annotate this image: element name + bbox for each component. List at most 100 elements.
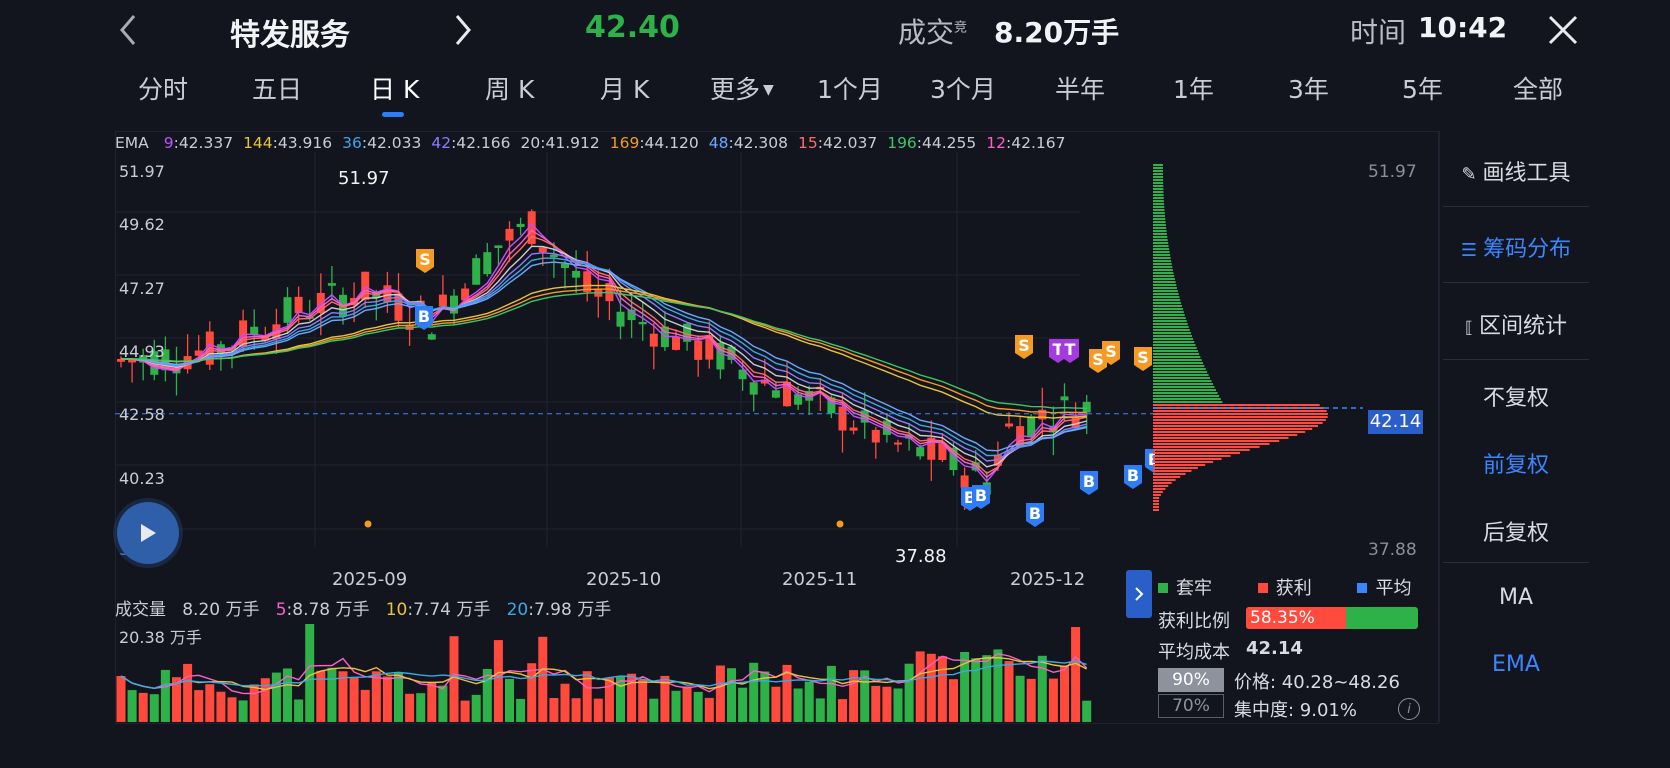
volume-sup: 竞 [954, 20, 968, 36]
tab-5year[interactable]: 5年 [1402, 75, 1443, 104]
candle-body [361, 271, 370, 300]
chip-bar [1153, 182, 1164, 184]
chip-bar [1153, 428, 1313, 430]
volume-bar [1026, 678, 1036, 722]
candle-body [783, 381, 791, 407]
next-stock-button[interactable] [445, 10, 481, 50]
chip-bar [1153, 446, 1260, 448]
tab-month-k[interactable]: 月 K [600, 75, 650, 104]
chip-bar [1153, 461, 1214, 463]
candle-body [1071, 416, 1080, 429]
chip-bar [1153, 338, 1194, 340]
volume-bar [194, 690, 204, 722]
candle-body [672, 336, 680, 350]
volume-chart[interactable] [115, 618, 1155, 722]
tab-1month[interactable]: 1个月 [817, 75, 883, 104]
svg-text:B: B [1148, 450, 1155, 469]
chip-bar [1153, 353, 1200, 355]
volume-bar [826, 665, 836, 722]
replay-button[interactable] [117, 502, 179, 564]
volume-bar [183, 663, 193, 722]
ema-item: 20:41.912 [520, 134, 600, 152]
chip-bar [1153, 413, 1328, 415]
chip-bar [1153, 191, 1164, 193]
volume-bar [227, 697, 237, 722]
expand-chip-button[interactable] [1126, 570, 1152, 618]
candle-body [472, 258, 481, 285]
candle-body [327, 283, 336, 286]
chip-bar [1153, 488, 1166, 490]
candle-body [538, 247, 547, 253]
kline-chart[interactable]: SBSSSSSTTBBBBBBB [115, 152, 1155, 564]
chip-bar [1153, 473, 1186, 475]
chip-distribution-button[interactable]: ☰ 筹码分布 [1460, 237, 1572, 262]
candle-body [694, 340, 703, 360]
chip-bar [1153, 401, 1223, 403]
volume-bar [294, 699, 304, 722]
ema-line [120, 223, 1087, 483]
no-adjust-button[interactable]: 不复权 [1482, 386, 1549, 411]
chip-bar [1153, 377, 1210, 379]
chip-bar [1153, 317, 1186, 319]
legend-avg: 平均 [1357, 578, 1411, 599]
ma-button[interactable]: MA [1498, 585, 1534, 610]
candle-body [871, 429, 880, 443]
chip-bar [1153, 416, 1328, 418]
pct90-button[interactable]: 90% [1158, 668, 1224, 692]
forward-adjust-button[interactable]: 前复权 [1482, 453, 1549, 478]
candle-body [1082, 401, 1091, 413]
chip-bar [1153, 224, 1166, 226]
chip-bar [1153, 233, 1167, 235]
pen-icon: ✎ [1461, 164, 1477, 185]
ema-item: 48:42.308 [708, 134, 788, 152]
candle-body [394, 293, 403, 321]
draw-tool-button[interactable]: ✎ 画线工具 [1461, 161, 1571, 186]
ema-item: 196:44.255 [887, 134, 977, 152]
chip-bar [1153, 503, 1159, 505]
svg-text:S: S [1018, 336, 1030, 355]
candle-body [838, 406, 847, 431]
chip-bar [1153, 293, 1179, 295]
tab-halfyear[interactable]: 半年 [1055, 75, 1106, 104]
chip-bar [1153, 449, 1250, 451]
vol-ma10: :7.74 万手 [407, 600, 491, 620]
back-button[interactable] [110, 10, 146, 50]
tab-1year[interactable]: 1年 [1173, 75, 1214, 104]
tab-3year[interactable]: 3年 [1288, 75, 1329, 104]
svg-text:T: T [1053, 340, 1064, 359]
chip-bar [1153, 398, 1221, 400]
legend-profit: 获利 [1257, 578, 1312, 599]
tab-all[interactable]: 全部 [1513, 75, 1564, 104]
chevron-right-icon [455, 15, 471, 45]
chip-bar [1153, 176, 1164, 178]
volume-bar [493, 640, 503, 722]
chip-bar [1153, 410, 1327, 412]
chip-bar [1153, 278, 1175, 280]
chip-bar [1153, 425, 1318, 427]
tab-week-k[interactable]: 周 K [485, 75, 535, 104]
x-label-dec: 2025-12 [1010, 569, 1086, 590]
chip-bar [1153, 437, 1289, 439]
tab-wuri[interactable]: 五日 [252, 75, 303, 104]
candle-body [128, 359, 137, 363]
tab-day-k[interactable]: 日 K [370, 75, 420, 104]
info-button[interactable]: i [1398, 698, 1420, 720]
chip-bar [1153, 500, 1159, 502]
y-label-4: 42.58 [119, 405, 165, 424]
chip-bar [1153, 479, 1176, 481]
backward-adjust-button[interactable]: 后复权 [1482, 521, 1549, 546]
tab-fenshi[interactable]: 分时 [138, 75, 189, 104]
buy-signal-marker: B [1145, 449, 1155, 473]
close-icon [1548, 15, 1578, 45]
candle-body [716, 342, 725, 370]
ema-button[interactable]: EMA [1492, 652, 1540, 677]
profit-ratio-bar: 58.35% [1246, 607, 1418, 629]
chip-bar [1153, 356, 1201, 358]
volume-bar [482, 669, 492, 722]
tab-3month[interactable]: 3个月 [930, 75, 996, 104]
pct70-button[interactable]: 70% [1158, 694, 1224, 718]
close-button[interactable] [1543, 10, 1583, 50]
range-stats-button[interactable]: ⟦ 区间统计 [1465, 314, 1567, 339]
chip-bar [1153, 290, 1178, 292]
tab-more[interactable]: 更多 ▼ [710, 70, 774, 106]
